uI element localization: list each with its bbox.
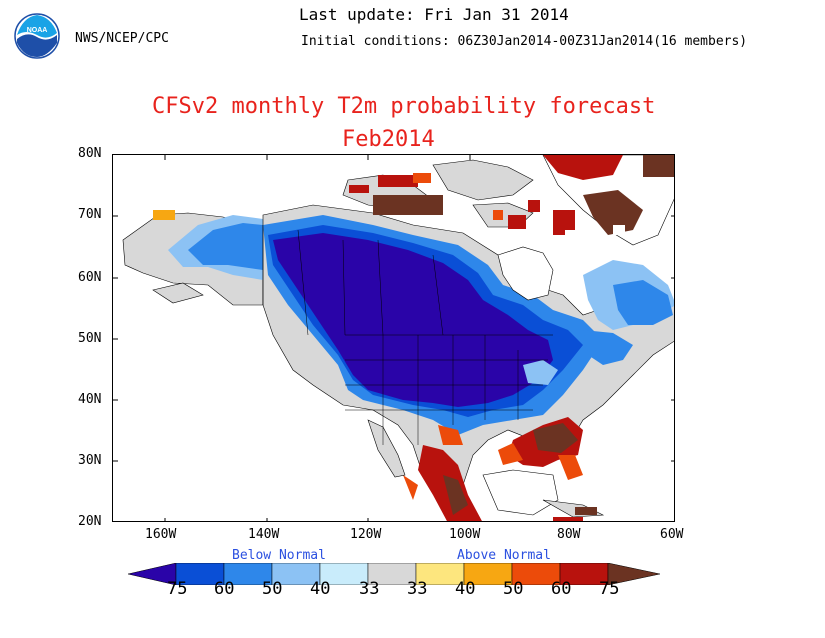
lat-label-80n: 80N xyxy=(78,146,102,161)
legend-value-5: 33 xyxy=(359,579,380,599)
lon-label-140w: 140W xyxy=(248,527,280,542)
lat-label-40n: 40N xyxy=(78,392,102,407)
forecast-map xyxy=(112,154,675,522)
initial-conditions: Initial conditions: 06Z30Jan2014-00Z31Ja… xyxy=(301,34,748,49)
lat-label-30n: 30N xyxy=(78,453,102,468)
lat-label-70n: 70N xyxy=(78,207,102,222)
agency-label: NWS/NCEP/CPC xyxy=(75,31,169,46)
legend-colorbar xyxy=(127,562,661,586)
lat-label-20n: 20N xyxy=(78,514,102,529)
legend-below-normal: Below Normal xyxy=(232,548,326,563)
lon-label-120w: 120W xyxy=(350,527,382,542)
legend-above-normal: Above Normal xyxy=(457,548,551,563)
lat-label-60n: 60N xyxy=(78,270,102,285)
legend-value-1: 75 xyxy=(167,579,188,599)
legend-value-7: 40 xyxy=(455,579,476,599)
legend-value-3: 50 xyxy=(262,579,283,599)
noaa-logo: NOAA xyxy=(14,13,60,59)
lat-label-50n: 50N xyxy=(78,331,102,346)
svg-text:NOAA: NOAA xyxy=(27,27,48,34)
lon-label-160w: 160W xyxy=(145,527,177,542)
forecast-map-graphic xyxy=(113,155,674,521)
legend-value-6: 33 xyxy=(407,579,428,599)
lon-label-100w: 100W xyxy=(449,527,481,542)
legend-swatch-above-75 xyxy=(607,562,661,586)
legend-value-8: 50 xyxy=(503,579,524,599)
legend-value-2: 60 xyxy=(214,579,235,599)
legend-value-4: 40 xyxy=(310,579,331,599)
chart-title: CFSv2 monthly T2m probability forecast xyxy=(152,94,656,119)
lon-label-80w: 80W xyxy=(557,527,581,542)
legend-value-10: 75 xyxy=(599,579,620,599)
lon-label-60w: 60W xyxy=(660,527,684,542)
last-update: Last update: Fri Jan 31 2014 xyxy=(299,5,569,24)
chart-subtitle: Feb2014 xyxy=(342,127,435,152)
legend-value-9: 60 xyxy=(551,579,572,599)
